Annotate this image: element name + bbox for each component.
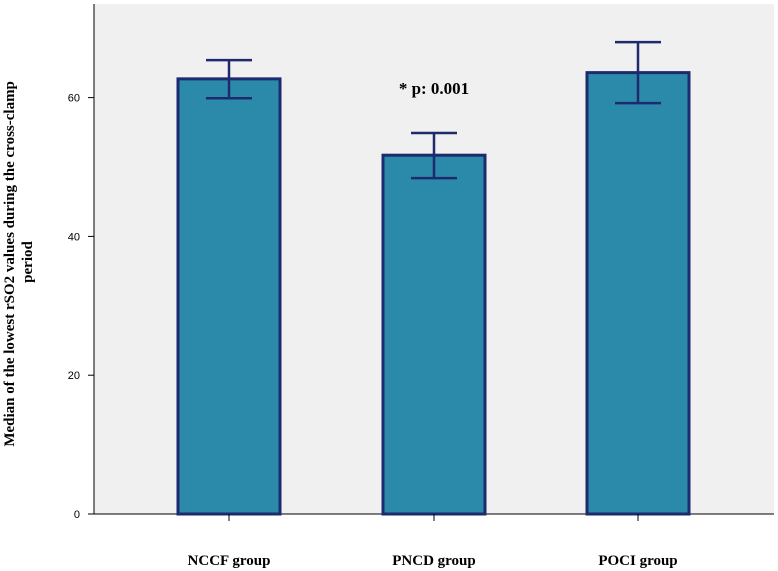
bar-group	[176, 71, 691, 516]
bar	[381, 153, 487, 516]
p-value-annotation: * p: 0.001	[399, 79, 469, 98]
error-bar-group	[206, 40, 661, 180]
y-tick-label: 40	[68, 231, 80, 243]
x-tick-label: NCCF group	[188, 553, 271, 569]
y-tick-label: 0	[74, 509, 80, 521]
y-tick-label: 20	[68, 370, 80, 382]
y-tick-label: 60	[68, 93, 80, 105]
y-tick-group: 0 20 40 60	[68, 93, 94, 521]
y-axis-label-line-2: period	[20, 241, 36, 283]
x-tick-label: PNCD group	[392, 553, 475, 569]
x-tick-group: NCCF group PNCD group POCI group	[188, 514, 678, 569]
y-axis-label: Median of the lowest rSO2 values during …	[2, 77, 36, 446]
bar	[585, 71, 691, 516]
x-tick-label: POCI group	[598, 553, 677, 569]
y-axis-label-line-1: Median of the lowest rSO2 values during …	[2, 81, 18, 447]
bar	[176, 77, 282, 516]
